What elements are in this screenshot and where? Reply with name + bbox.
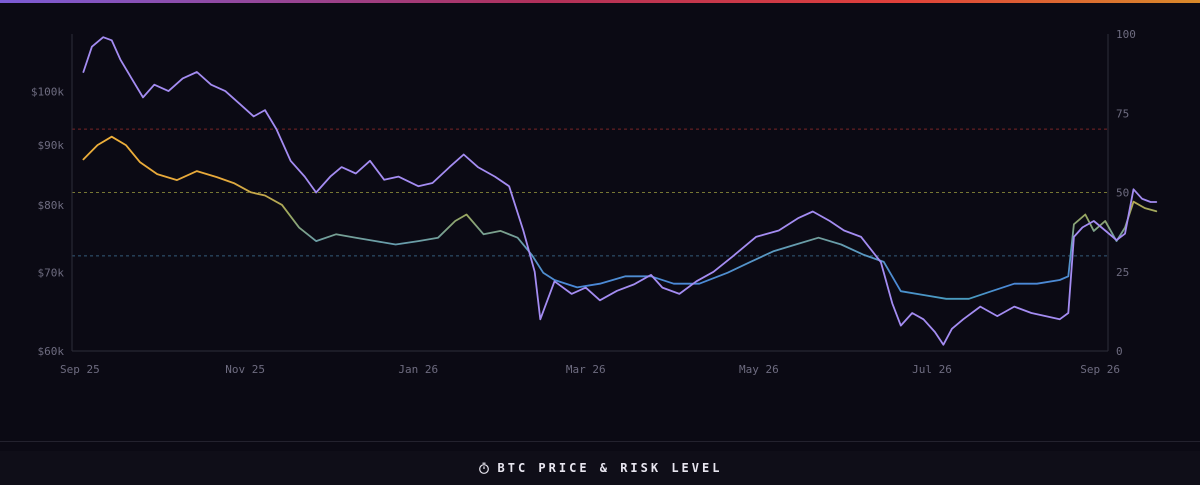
x-tick-label: Sep 25	[60, 363, 100, 376]
x-tick-label: Jan 26	[398, 363, 438, 376]
stopwatch-icon	[478, 462, 489, 474]
x-tick-label: Sep 26	[1080, 363, 1120, 376]
y-right-tick-label: 100	[1116, 28, 1136, 41]
x-tick-label: Nov 25	[225, 363, 265, 376]
y-left-tick-label: $70k	[38, 267, 65, 280]
y-left-tick-label: $100k	[31, 86, 64, 99]
x-tick-label: Jul 26	[912, 363, 952, 376]
btc-chart: $60k $70k $80k $90k $100k 0 25 50 75 100 Sep 25 Nov…	[0, 3, 1200, 440]
chart-svg: $60k $70k $80k $90k $100k 0 25 50 75 100 Sep 25 Nov…	[31, 28, 1158, 376]
chart-title: BTC PRICE & RISK LEVEL	[497, 461, 723, 475]
accent-gradient-bar	[0, 0, 1200, 3]
risk-level-line	[82, 36, 1158, 346]
y-left-tick-label: $90k	[38, 139, 65, 152]
x-tick-label: Mar 26	[566, 363, 606, 376]
btc-price-line	[82, 135, 1158, 300]
x-tick-label: May 26	[739, 363, 779, 376]
y-right-tick-label: 25	[1116, 266, 1129, 279]
y-right-tick-label: 0	[1116, 345, 1123, 358]
chart-footer: BTC PRICE & RISK LEVEL	[0, 451, 1200, 485]
footer-divider	[0, 441, 1200, 442]
y-right-tick-label: 50	[1116, 187, 1129, 200]
y-right-tick-label: 75	[1116, 107, 1129, 120]
y-left-tick-label: $60k	[38, 345, 65, 358]
y-left-tick-label: $80k	[38, 199, 65, 212]
